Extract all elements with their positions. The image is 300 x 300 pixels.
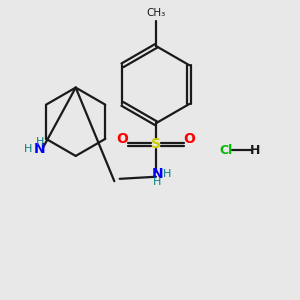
Text: H: H <box>163 169 171 179</box>
Text: H: H <box>153 177 162 187</box>
Text: CH₃: CH₃ <box>146 8 166 18</box>
Text: H: H <box>36 137 44 147</box>
Text: Cl: Cl <box>219 143 232 157</box>
Text: H: H <box>250 143 261 157</box>
Text: O: O <box>116 132 128 146</box>
Text: O: O <box>184 132 196 146</box>
Text: N: N <box>34 142 46 155</box>
Text: N: N <box>152 167 163 182</box>
Text: H: H <box>24 143 33 154</box>
Text: S: S <box>151 137 161 151</box>
